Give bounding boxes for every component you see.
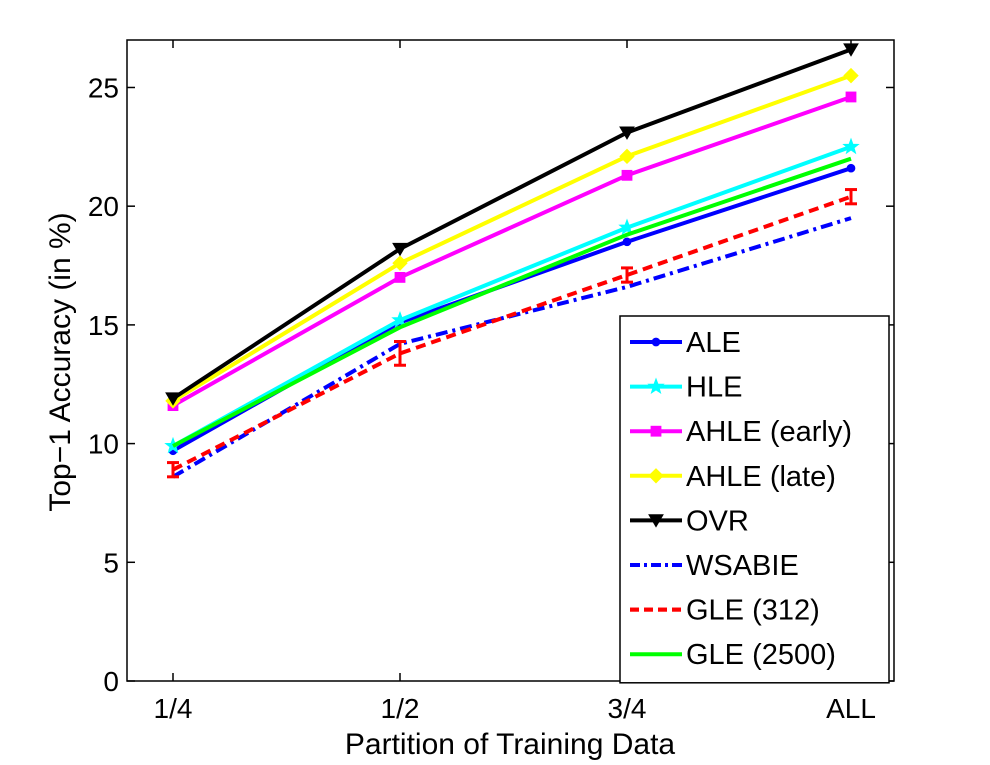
legend-label: GLE (312) [686, 595, 820, 627]
marker-square [621, 169, 633, 181]
marker-triangle [165, 392, 181, 406]
series-line [172, 144, 852, 448]
series-layer [164, 43, 860, 479]
marker-star [618, 218, 636, 235]
series-gle-2500 [172, 156, 852, 448]
marker-triangle [648, 514, 664, 528]
legend-label: WSABIE [686, 550, 799, 582]
legend-label: ALE [686, 327, 741, 359]
marker-triangle [843, 43, 859, 57]
plot-frame [126, 39, 895, 682]
legend-label: HLE [686, 372, 742, 404]
series-line [171, 73, 852, 403]
series-line [172, 156, 852, 448]
marker-square [845, 91, 857, 103]
x-tick-label: 1/4 [154, 693, 193, 724]
x-tick-label: 1/2 [381, 693, 420, 724]
x-axis: 1/4 1/2 3/4 ALL [154, 40, 876, 724]
marker-star [842, 137, 860, 155]
series-gle-312 [167, 188, 857, 479]
marker-dot [622, 237, 632, 247]
y-tick-label: 15 [88, 310, 119, 341]
legend-entry: OVR [630, 505, 749, 537]
marker-star [391, 310, 409, 328]
marker-triangle [392, 242, 408, 257]
y-axis-label: Top−1 Accuracy (in %) [44, 212, 77, 511]
series-ahle-late [165, 67, 859, 409]
x-tick-label: ALL [826, 693, 876, 724]
y-tick-label: 25 [88, 72, 119, 103]
legend: ALE HLE AHLE (early) AHLE (late) OVR WSABIE GL… [619, 315, 890, 684]
series-line [171, 47, 852, 401]
marker-dot [846, 163, 856, 173]
x-tick-label: 3/4 [608, 693, 647, 724]
marker-square [650, 425, 662, 437]
marker-diamond [648, 468, 664, 484]
marker-diamond [392, 255, 408, 271]
legend-label: OVR [686, 505, 749, 537]
series-line [172, 95, 852, 408]
legend-entry: GLE (2500) [630, 639, 836, 671]
legend-box [619, 315, 890, 684]
series-ovr [165, 43, 859, 406]
legend-entry: GLE (312) [630, 595, 820, 627]
legend-entry: ALE [630, 327, 741, 359]
marker-dot [651, 337, 661, 347]
legend-label: AHLE (early) [686, 416, 852, 448]
series-line [172, 194, 852, 472]
y-tick-label: 20 [88, 191, 119, 222]
marker-square [394, 272, 406, 283]
legend-entry: WSABIE [630, 550, 799, 582]
y-tick-label: 10 [88, 429, 119, 460]
marker-triangle [619, 126, 635, 140]
y-tick-label: 0 [103, 666, 119, 697]
x-axis-label: Partition of Training Data [345, 728, 675, 761]
y-axis: 0 5 10 15 20 25 [88, 72, 894, 697]
marker-star [647, 377, 665, 394]
legend-label: AHLE (late) [686, 461, 836, 493]
marker-diamond [619, 148, 635, 165]
legend-entry: HLE [630, 372, 742, 404]
y-tick-label: 5 [103, 547, 119, 578]
marker-diamond [843, 67, 859, 84]
legend-label: GLE (2500) [686, 639, 836, 671]
legend-entry: AHLE (late) [630, 461, 836, 493]
legend-entry: AHLE (early) [630, 416, 852, 448]
